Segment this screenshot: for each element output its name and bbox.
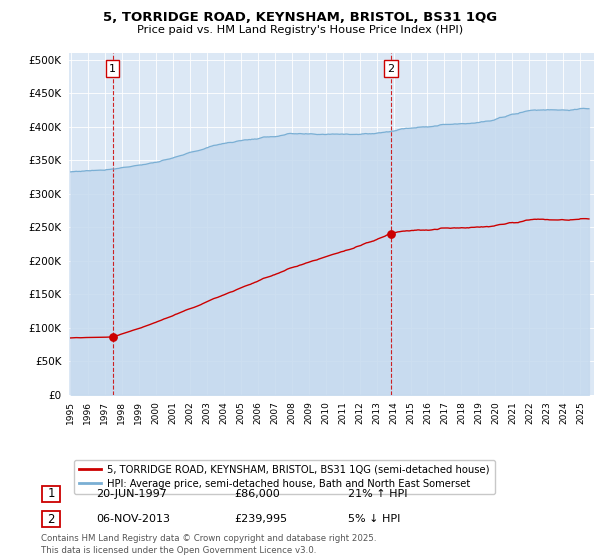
Text: 1: 1: [47, 487, 55, 501]
Text: Price paid vs. HM Land Registry's House Price Index (HPI): Price paid vs. HM Land Registry's House …: [137, 25, 463, 35]
Text: 20-JUN-1997: 20-JUN-1997: [96, 489, 167, 499]
Text: 2: 2: [388, 64, 395, 73]
Text: 2: 2: [47, 512, 55, 526]
FancyBboxPatch shape: [42, 486, 61, 502]
Text: £239,995: £239,995: [234, 514, 287, 524]
Legend: 5, TORRIDGE ROAD, KEYNSHAM, BRISTOL, BS31 1QG (semi-detached house), HPI: Averag: 5, TORRIDGE ROAD, KEYNSHAM, BRISTOL, BS3…: [74, 460, 494, 493]
Text: 21% ↑ HPI: 21% ↑ HPI: [348, 489, 407, 499]
Text: 1: 1: [109, 64, 116, 73]
Text: 06-NOV-2013: 06-NOV-2013: [96, 514, 170, 524]
Point: [386, 230, 396, 239]
Text: Contains HM Land Registry data © Crown copyright and database right 2025.
This d: Contains HM Land Registry data © Crown c…: [41, 534, 376, 555]
Text: 5, TORRIDGE ROAD, KEYNSHAM, BRISTOL, BS31 1QG: 5, TORRIDGE ROAD, KEYNSHAM, BRISTOL, BS3…: [103, 11, 497, 24]
Text: 5% ↓ HPI: 5% ↓ HPI: [348, 514, 400, 524]
FancyBboxPatch shape: [42, 511, 61, 527]
Text: £86,000: £86,000: [234, 489, 280, 499]
Point: [108, 333, 118, 342]
